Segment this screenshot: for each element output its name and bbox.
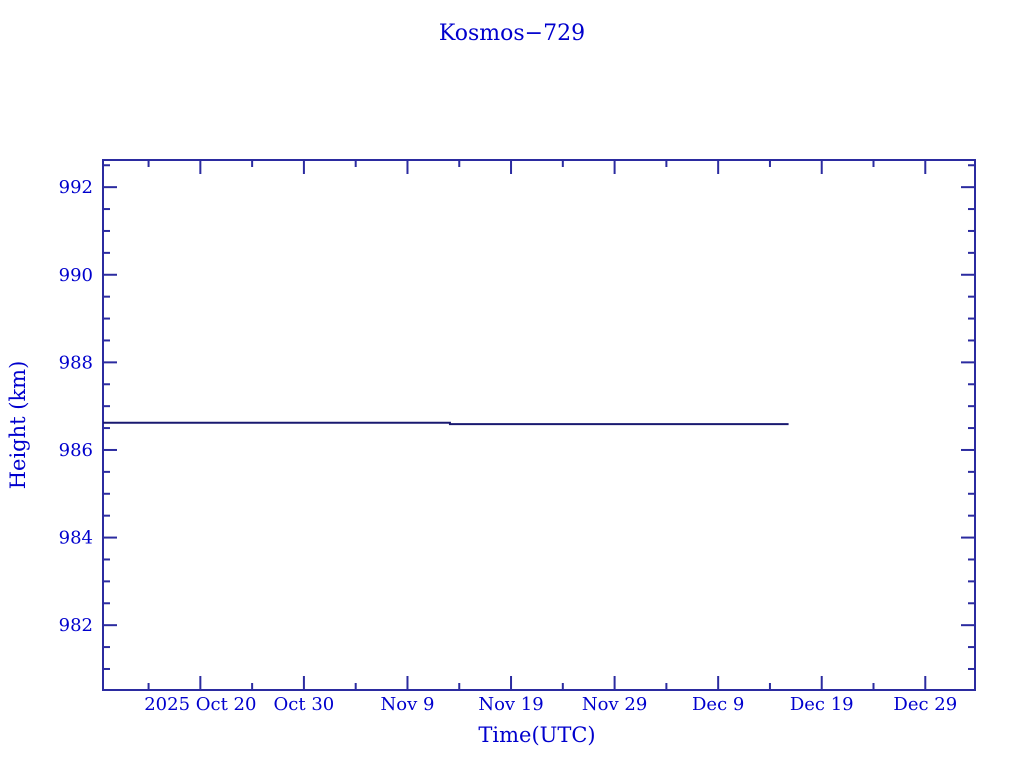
x-axis-title: Time(UTC) <box>478 723 595 747</box>
x-tick-label: Nov 29 <box>582 694 647 715</box>
y-tick-label: 986 <box>59 440 93 461</box>
y-tick-label: 992 <box>59 177 93 198</box>
y-axis-title: Height (km) <box>6 361 30 490</box>
y-tick-label: 988 <box>59 352 93 373</box>
height-data-line <box>103 421 789 426</box>
x-tick-label: Dec 29 <box>893 694 957 715</box>
x-tick-label: Dec 9 <box>692 694 744 715</box>
axis-ticks <box>103 160 975 690</box>
y-tick-label: 984 <box>59 528 93 549</box>
plot-frame <box>102 159 976 691</box>
x-tick-label: 2025 Oct 20 <box>144 694 256 715</box>
y-tick-label: 982 <box>59 615 93 636</box>
chart-title: Kosmos−729 <box>439 21 585 46</box>
data-series <box>103 421 789 426</box>
x-tick-label: Nov 9 <box>381 694 435 715</box>
plot-border <box>102 159 976 691</box>
x-tick-label: Nov 19 <box>478 694 543 715</box>
axis-tick-labels: 2025 Oct 20 Oct 30 Nov 9 Nov 19 Nov 29 Dec 9 D… <box>59 177 958 715</box>
x-tick-label: Oct 30 <box>274 694 335 715</box>
y-tick-label: 990 <box>59 265 93 286</box>
x-tick-label: Dec 19 <box>790 694 854 715</box>
